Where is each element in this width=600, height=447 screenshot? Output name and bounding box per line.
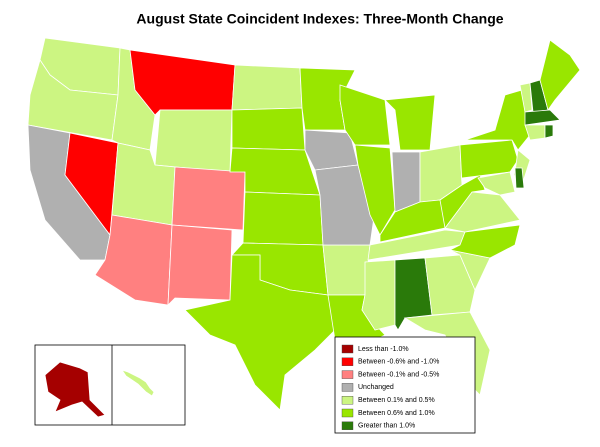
map-title: August State Coincident Indexes: Three-M… — [136, 11, 503, 27]
state-region — [167, 224, 233, 307]
state-region — [448, 224, 521, 259]
state-region — [231, 107, 306, 151]
inset-frame — [34, 344, 186, 426]
legend-swatch — [341, 370, 354, 379]
legend-swatch — [341, 408, 354, 418]
legend-swatch — [341, 396, 354, 405]
legend-label: Between -0.6% and -1.0% — [358, 359, 439, 366]
state-region — [424, 254, 476, 316]
legend-label: Greater than 1.0% — [358, 423, 415, 430]
legend-swatch — [341, 421, 354, 430]
legend-label: Between 0.6% and 1.0% — [358, 410, 435, 417]
state-region — [44, 361, 106, 418]
legend-swatch — [341, 344, 354, 354]
state-region — [439, 174, 486, 229]
state-region — [519, 82, 533, 113]
state-region — [154, 109, 233, 173]
state-region — [477, 171, 516, 196]
state-region — [231, 64, 303, 111]
state-region — [184, 254, 341, 411]
state-region — [539, 39, 581, 111]
legend-label: Between -0.1% and -0.5% — [358, 371, 439, 378]
state-region — [171, 166, 246, 231]
state-region — [384, 94, 436, 151]
state-region — [514, 167, 525, 189]
state-region — [322, 244, 371, 296]
legend-swatch — [341, 357, 354, 366]
legend: Less than -1.0% Between -0.6% and -1.0% Be… — [341, 344, 439, 430]
state-region — [242, 191, 324, 246]
states — [27, 37, 581, 418]
state-region — [391, 151, 421, 213]
legend-label: Unchanged — [358, 384, 394, 391]
state-region — [121, 369, 155, 397]
state-region — [544, 124, 554, 139]
legend-label: Less than -1.0% — [358, 346, 409, 353]
legend-swatch — [341, 383, 354, 392]
legend-frame — [334, 336, 476, 434]
state-region — [524, 109, 561, 126]
legend-label: Between 0.1% and 0.5% — [358, 397, 435, 404]
